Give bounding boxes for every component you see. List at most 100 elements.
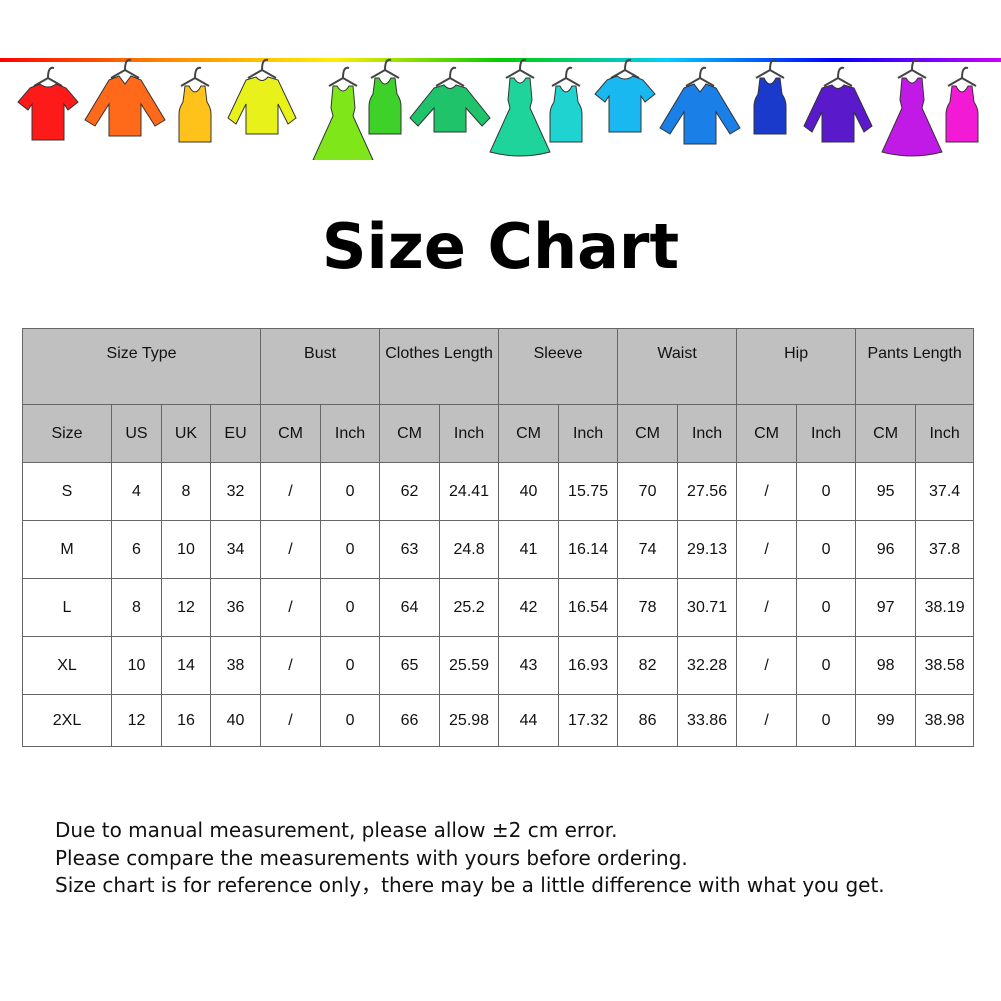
group-header: Clothes Length [379,328,500,405]
group-header: Pants Length [855,328,975,405]
table-cell: 41 [498,520,560,579]
notes: Due to manual measurement, please allow … [55,817,885,900]
note-line: Size chart is for reference only，there m… [55,873,885,897]
table-cell: / [260,694,322,747]
table-cell: 8 [111,578,162,637]
table-cell: 12 [111,694,162,747]
table-cell: / [736,520,798,579]
table-cell: S [22,462,112,521]
table-cell: 36 [209,578,262,637]
table-row: L 8 12 36/0 64 25.2 42 16.54 78 30.71/0 97 38.19 [22,578,975,637]
table-cell: 25.98 [439,694,500,747]
subheader: CM [736,404,798,463]
tank-top-icon [945,66,979,143]
clothesline-banner [0,58,1001,160]
subheader: CM [498,404,560,463]
subheader: Inch [320,404,381,463]
table-cell: 70 [617,462,679,521]
note-line: Due to manual measurement, please allow … [55,818,618,842]
table-cell: 43 [498,636,560,695]
table-cell: L [22,578,112,637]
group-header: Waist [617,328,738,405]
table-cell: 14 [161,636,211,695]
subheader: CM [617,404,679,463]
subheader: Inch [915,404,975,463]
sweater-icon [803,66,873,143]
subheader: US [111,404,162,463]
tank-top-icon [549,66,583,143]
table-cell: 10 [161,520,211,579]
table-cell: / [736,462,798,521]
shirt-icon [659,66,741,145]
subheader: EU [209,404,262,463]
table-cell: 34 [209,520,262,579]
table-cell: 0 [320,636,381,695]
table-cell: 38.98 [915,694,975,747]
table-row: 2XL 12 16 40/0 66 25.98 44 17.32 86 33.86/0 99 38.9… [22,694,975,747]
subheader: Inch [558,404,619,463]
table-cell: 63 [379,520,441,579]
clothesline [0,58,1001,62]
table-cell: 0 [796,694,857,747]
table-cell: 30.71 [677,578,738,637]
table-cell: / [736,694,798,747]
table-cell: 40 [209,694,262,747]
subheader: Inch [796,404,857,463]
table-cell: 16.93 [558,636,619,695]
subheader: CM [379,404,441,463]
table-cell: 86 [617,694,679,747]
table-cell: 0 [796,520,857,579]
table-cell: 2XL [22,694,112,747]
dress-icon [881,58,943,157]
table-cell: / [736,636,798,695]
table-cell: 17.32 [558,694,619,747]
table-cell: XL [22,636,112,695]
table-cell: 12 [161,578,211,637]
group-header: Hip [736,328,857,405]
table-cell: 38.58 [915,636,975,695]
group-header: Bust [260,328,381,405]
shirt-icon [84,58,166,137]
table-cell: 6 [111,520,162,579]
table-cell: 0 [320,694,381,747]
table-cell: 24.8 [439,520,500,579]
table-cell: 66 [379,694,441,747]
table-cell: 38.19 [915,578,975,637]
table-cell: 37.8 [915,520,975,579]
dress-icon [489,58,551,157]
table-cell: 0 [320,520,381,579]
subheader: Inch [439,404,500,463]
table-cell: / [260,578,322,637]
table-cell: 44 [498,694,560,747]
table-cell: 0 [796,636,857,695]
table-cell: / [260,520,322,579]
table-row: XL 10 14 38/0 65 25.59 43 16.93 82 32.28/0 98 38.58 [22,636,975,695]
table-cell: 78 [617,578,679,637]
table-cell: 16.14 [558,520,619,579]
tank-top-icon [368,58,402,135]
table-cell: 10 [111,636,162,695]
subheader-row: Size US UK EU CM Inch CM Inch CM Inch CM Inch CM Inch… [22,404,975,463]
table-cell: 33.86 [677,694,738,747]
subheader: Size [22,404,112,463]
table-cell: 0 [320,462,381,521]
table-cell: 40 [498,462,560,521]
table-cell: 99 [855,694,917,747]
table-cell: 74 [617,520,679,579]
table-cell: 16 [161,694,211,747]
table-cell: 96 [855,520,917,579]
subheader: Inch [677,404,738,463]
table-cell: 62 [379,462,441,521]
table-cell: 95 [855,462,917,521]
group-header-row: Size Type Bust Clothes Length Sleeve Waist Hi… [21,328,975,405]
size-chart-table: Size Type Bust Clothes Length Sleeve Waist Hi… [21,328,975,747]
subheader: UK [161,404,211,463]
group-header: Size Type [21,328,262,405]
table-cell: 24.41 [439,462,500,521]
table-cell: 25.59 [439,636,500,695]
table-cell: / [736,578,798,637]
table-cell: M [22,520,112,579]
table-cell: 27.56 [677,462,738,521]
table-row: S 4 8 32/0 62 24.41 40 15.75 70 27.56/0 95 37.4 [22,462,975,521]
sweater-icon [227,58,297,135]
